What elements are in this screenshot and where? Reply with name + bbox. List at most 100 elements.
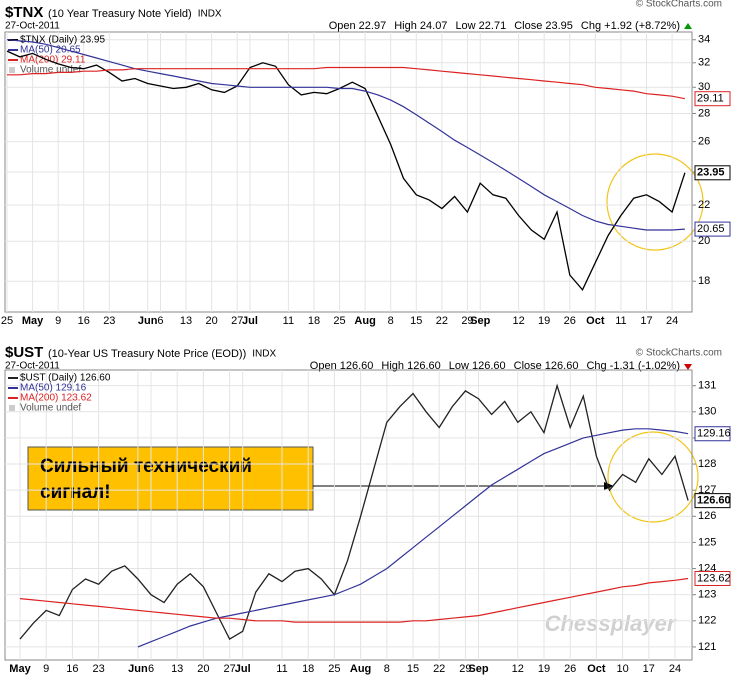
price-tag-label: 123.62 xyxy=(697,572,731,584)
series-line xyxy=(19,577,689,623)
y-tick-label: 123 xyxy=(698,589,716,601)
x-tick-label: 11 xyxy=(615,315,626,327)
x-tick-label: Oct xyxy=(586,315,605,327)
x-tick-label: 8 xyxy=(388,315,394,327)
x-tick-label: 23 xyxy=(103,315,115,327)
x-tick-label: 11 xyxy=(276,663,287,675)
series-line xyxy=(6,39,685,231)
x-tick-label: 10 xyxy=(616,663,628,675)
x-tick-label: 20 xyxy=(197,663,209,675)
x-tick-label: 17 xyxy=(643,663,655,675)
y-tick-label: 18 xyxy=(698,275,710,287)
quote: Low 126.60 xyxy=(449,360,506,372)
x-tick-label: 25 xyxy=(328,663,340,675)
price-tag-label: 23.95 xyxy=(697,167,725,179)
x-tick-label: Jun xyxy=(138,315,158,327)
quote: Open 126.60 xyxy=(310,360,374,372)
series-line xyxy=(6,50,686,291)
x-tick-label: May xyxy=(9,663,31,675)
y-tick-label: 26 xyxy=(698,136,710,148)
x-tick-label: Jun xyxy=(128,663,148,675)
legend-label: MA(200) 29.11 xyxy=(20,55,86,66)
price-tag-label: 29.11 xyxy=(697,93,724,105)
quote: High 126.60 xyxy=(381,360,440,372)
symbol: $TNX xyxy=(5,4,43,21)
price-tag xyxy=(694,221,731,237)
y-tick-label: 28 xyxy=(698,107,710,119)
price-tag xyxy=(694,165,731,181)
annotation-text: Сильный технический xyxy=(40,456,252,477)
x-tick-label: 11 xyxy=(283,315,294,327)
x-tick-label: 16 xyxy=(66,663,78,675)
x-tick-label: 19 xyxy=(538,663,550,675)
series-line xyxy=(137,428,689,648)
x-tick-label: 18 xyxy=(308,315,320,327)
y-tick-label: 30 xyxy=(698,81,710,93)
x-tick-label: 22 xyxy=(433,663,445,675)
change-arrow xyxy=(684,364,692,370)
x-tick-label: 20 xyxy=(206,315,218,327)
x-tick-label: 24 xyxy=(666,315,678,327)
x-tick-label: Jul xyxy=(235,663,251,675)
y-tick-label: 32 xyxy=(698,57,710,69)
x-tick-label: 26 xyxy=(564,663,576,675)
x-tick-label: Jul xyxy=(242,315,258,327)
y-tick-label: 125 xyxy=(698,536,716,548)
legend-swatch xyxy=(9,67,15,73)
series-line xyxy=(19,383,689,641)
price-tag-label: 20.65 xyxy=(697,223,725,235)
quote: Close 126.60 xyxy=(514,360,579,372)
x-tick-label: 15 xyxy=(410,315,422,327)
quote: Chg -1.31 (-1.02%) xyxy=(586,360,680,372)
series-title: (10 Year Treasury Note Yield) xyxy=(48,8,192,20)
credit: © StockCharts.com xyxy=(636,0,722,10)
x-tick-label: 15 xyxy=(407,663,419,675)
y-tick-label: 22 xyxy=(698,199,710,211)
annotation-box xyxy=(27,446,314,511)
exchange: INDX xyxy=(198,9,222,20)
series-line xyxy=(7,66,686,100)
x-tick-label: 9 xyxy=(43,663,49,675)
price-tag xyxy=(694,426,731,442)
quote: Chg +1.92 (+8.72%) xyxy=(581,20,680,32)
x-tick-label: 13 xyxy=(171,663,183,675)
price-tag xyxy=(694,91,731,107)
x-tick-label: 12 xyxy=(512,315,524,327)
exchange: INDX xyxy=(252,349,276,360)
x-tick-label: Oct xyxy=(587,663,606,675)
x-tick-label: 9 xyxy=(55,315,61,327)
x-tick-label: 17 xyxy=(640,315,652,327)
price-tag xyxy=(694,570,731,586)
quote: Close 23.95 xyxy=(514,20,573,32)
x-tick-label: 25 xyxy=(333,315,345,327)
annotation-text: сигнал! xyxy=(40,482,111,503)
legend-label: Volume undef xyxy=(20,403,81,414)
x-tick-label: 23 xyxy=(92,663,104,675)
y-tick-label: 121 xyxy=(698,641,716,653)
x-tick-label: Aug xyxy=(350,663,371,675)
quote: Low 22.71 xyxy=(455,20,506,32)
x-tick-label: Aug xyxy=(354,315,375,327)
x-tick-label: 12 xyxy=(512,663,524,675)
price-tag xyxy=(694,493,731,509)
x-tick-label: 6 xyxy=(148,663,154,675)
x-tick-label: Sep xyxy=(468,663,488,675)
legend-label: $TNX (Daily) 23.95 xyxy=(20,35,105,46)
y-tick-label: 126 xyxy=(698,510,716,522)
price-tag-label: 126.60 xyxy=(697,495,731,507)
plot-area xyxy=(4,369,693,661)
date: 27-Oct-2011 xyxy=(5,21,60,32)
legend-label: MA(50) 20.65 xyxy=(20,45,81,56)
x-tick-label: 26 xyxy=(564,315,576,327)
x-tick-label: 29 xyxy=(461,315,473,327)
x-tick-label: 22 xyxy=(436,315,448,327)
quote: Open 22.97 xyxy=(329,20,387,32)
x-tick-label: 24 xyxy=(669,663,681,675)
y-tick-label: 34 xyxy=(698,34,710,46)
x-tick-label: 8 xyxy=(384,663,390,675)
symbol: $UST xyxy=(5,344,43,361)
legend-swatch xyxy=(9,405,15,411)
price-tag-label: 129.16 xyxy=(697,428,731,440)
y-tick-label: 128 xyxy=(698,458,716,470)
y-tick-label: 130 xyxy=(698,406,716,418)
